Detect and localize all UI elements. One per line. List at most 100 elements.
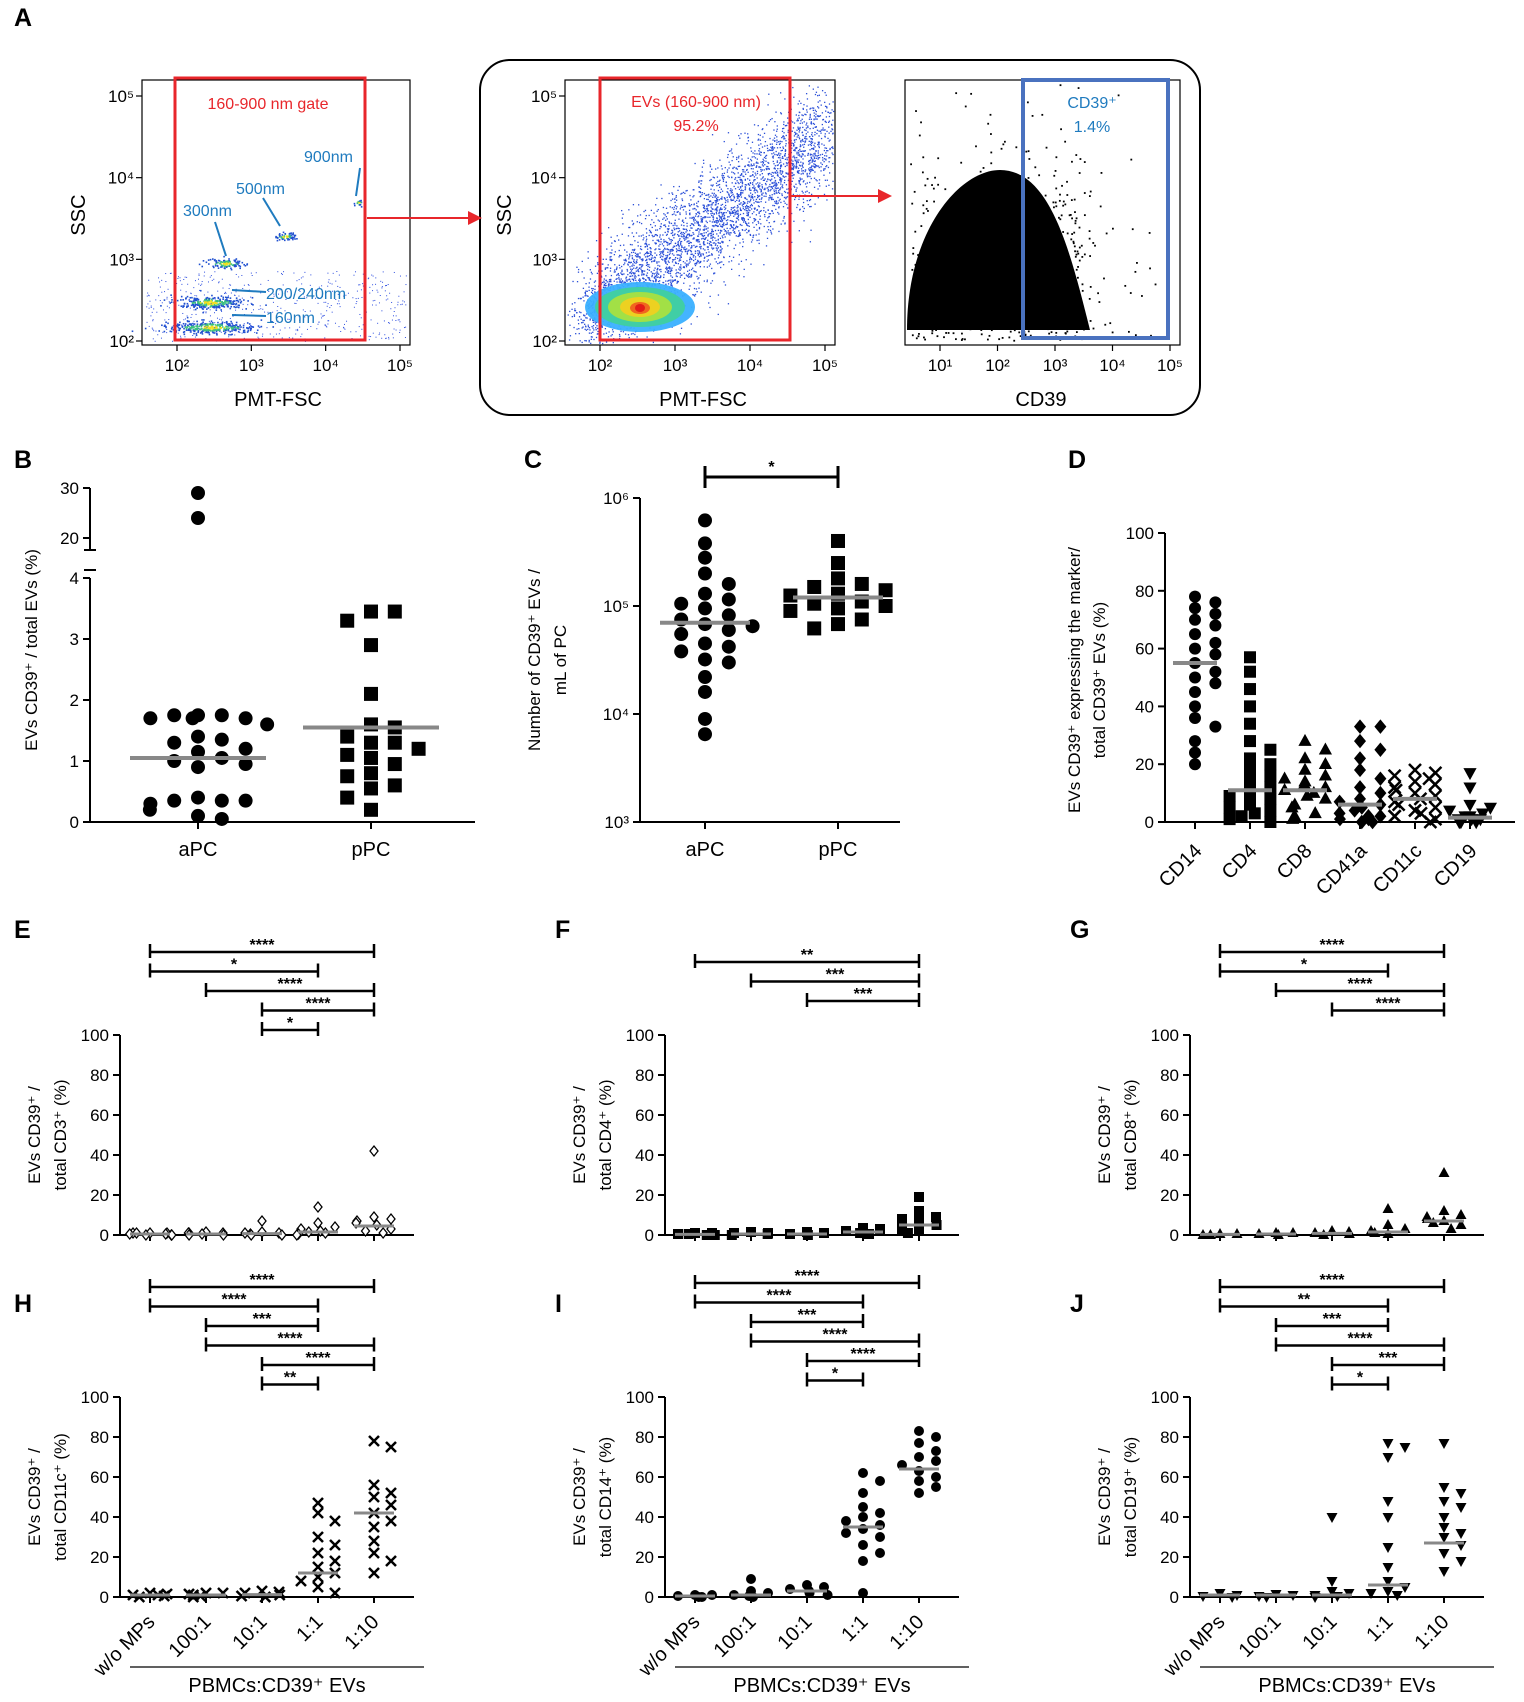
flow1-event	[239, 324, 241, 327]
flow2-event	[764, 192, 767, 194]
flow2-event	[672, 280, 674, 282]
flow1-event	[231, 333, 233, 336]
flow1-event	[237, 306, 240, 309]
flow2-event	[763, 132, 766, 135]
flow1-event	[219, 318, 221, 320]
flow2-event	[653, 269, 655, 271]
flow1-event	[301, 333, 303, 335]
flow2-event	[701, 166, 704, 168]
flow2-event	[720, 211, 723, 214]
flow2-ytick-label: 10³	[532, 250, 557, 269]
flow2-event	[655, 275, 657, 278]
flow1-event	[343, 327, 345, 329]
flow1-event	[358, 202, 361, 204]
flow1-event	[177, 326, 180, 329]
flow1-event	[235, 261, 237, 264]
flow2-event	[620, 255, 622, 257]
flow2-event	[786, 196, 789, 198]
flow1-event	[387, 298, 389, 300]
flow2-event	[780, 150, 782, 152]
flow2-event	[739, 223, 742, 226]
flow2-event	[687, 240, 689, 242]
flow2-event	[706, 260, 708, 262]
flow2-event	[737, 197, 739, 199]
flow2-event	[817, 150, 819, 152]
flow2-event	[804, 183, 807, 185]
flow2-event	[766, 237, 769, 240]
flow2-event	[814, 166, 817, 168]
flow2-event	[753, 190, 755, 192]
panel-label-a: A	[14, 4, 32, 32]
flow1-event	[192, 322, 194, 325]
flow2-event	[607, 264, 609, 266]
flow2-event	[737, 161, 740, 163]
flow2-event	[704, 216, 706, 218]
flow2-event	[591, 289, 594, 292]
flow2-event	[822, 159, 824, 161]
flow2-event	[702, 235, 705, 237]
flow2-event	[582, 287, 585, 289]
flow2-event	[651, 275, 653, 278]
flow2-event	[693, 237, 695, 239]
flow2-event	[791, 167, 794, 170]
flow2-event	[774, 202, 776, 204]
flow2-event	[749, 189, 751, 191]
flow1-event	[192, 302, 194, 304]
flow2-event	[719, 249, 721, 251]
flow2-event	[613, 240, 616, 242]
flow1-event	[281, 272, 283, 274]
flow2-event	[733, 215, 735, 217]
flow2-event	[813, 160, 816, 163]
flow1-event	[242, 303, 244, 305]
flow2-event	[716, 206, 719, 208]
flow1-event	[221, 319, 223, 321]
flow2-event	[730, 232, 732, 234]
flow2-event	[614, 271, 616, 273]
flow2-event	[662, 206, 665, 209]
flow1-event	[359, 284, 361, 286]
flow2-event	[730, 209, 732, 211]
flow2-event	[779, 167, 781, 170]
flow2-event	[811, 135, 814, 137]
flow2-event	[695, 213, 697, 215]
flow2-event	[676, 249, 678, 251]
flow2-event	[797, 161, 800, 164]
flow1-event	[178, 327, 180, 329]
flow2-event	[715, 243, 717, 245]
flow2-event	[778, 230, 780, 233]
flow2-event	[692, 256, 695, 258]
flow1-event	[273, 336, 275, 338]
flow1-event	[260, 292, 262, 294]
flow2-event	[748, 229, 750, 232]
flow2-event	[757, 205, 760, 207]
flow1-event	[309, 310, 311, 312]
flow1-event	[239, 267, 242, 270]
flow2-event	[748, 161, 750, 163]
flow2-event	[589, 319, 591, 321]
flow1-event	[177, 276, 179, 278]
flow1-event	[207, 330, 210, 333]
flow2-event	[569, 310, 571, 313]
flow2-event	[663, 247, 666, 249]
flow2-event	[725, 219, 728, 222]
flow2-event	[641, 260, 643, 262]
flow2-event	[677, 189, 679, 192]
flow1-event	[190, 316, 192, 318]
flow2-event	[740, 173, 743, 176]
flow2-event	[689, 205, 691, 207]
flow1-event	[344, 328, 346, 330]
flow1-event	[230, 284, 232, 286]
flow2-event	[795, 132, 797, 134]
flow2-event	[695, 271, 697, 273]
flow2-event	[739, 176, 741, 178]
flow2-event	[798, 180, 800, 183]
flow2-event	[665, 280, 667, 282]
flow2-event	[715, 220, 717, 222]
flow2-event	[635, 260, 638, 263]
flow2-event	[673, 227, 675, 229]
flow2-event	[604, 267, 607, 269]
flow2-event	[616, 235, 618, 237]
flow2-event	[758, 184, 760, 186]
flow2-event	[584, 325, 587, 327]
flow1-event	[206, 324, 209, 327]
